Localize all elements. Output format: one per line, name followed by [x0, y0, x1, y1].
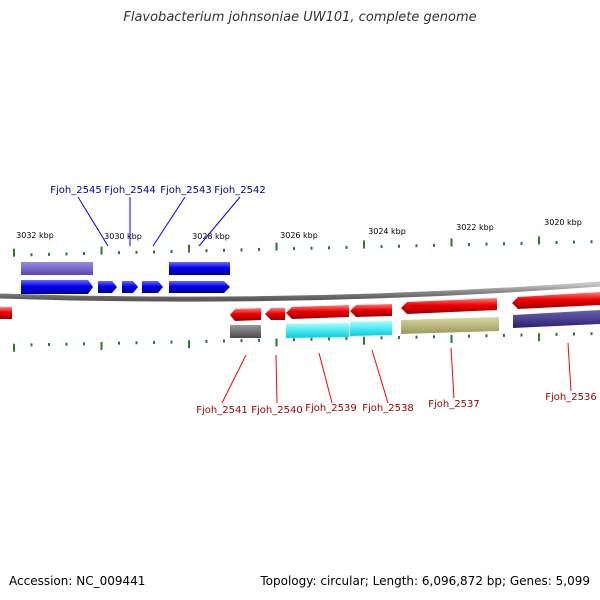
gene-label[interactable]: Fjoh_2539 [305, 403, 356, 414]
map-title: Flavobacterium johnsoniae UW101, complet… [123, 10, 477, 25]
gene-arrow-fjoh-2542[interactable] [142, 281, 163, 293]
scale-label: 3028 kbp [192, 232, 230, 241]
scale-label: 3020 kbp [544, 218, 582, 227]
scale-ticks-forward [13, 236, 593, 257]
gene-arrow-fjoh-2541[interactable] [230, 308, 261, 321]
reverse-genes-track [0, 292, 600, 321]
gene-arrow-fjoh-2545[interactable] [21, 280, 93, 294]
forward-label-leaders [77, 196, 241, 247]
forward-genes-track [21, 280, 230, 294]
scale-label: 3024 kbp [368, 227, 406, 236]
gene-label[interactable]: Fjoh_2537 [428, 399, 479, 410]
gene-arrow-left-edge[interactable] [0, 307, 12, 319]
scale-label: 3032 kbp [16, 231, 54, 240]
gene-arrow-fjoh-2543[interactable] [122, 281, 138, 293]
gene-label[interactable]: Fjoh_2542 [214, 185, 265, 196]
gene-arrow-fjoh-2537[interactable] [401, 298, 497, 314]
gene-label[interactable]: Fjoh_2544 [104, 185, 155, 196]
reverse-label-leaders [221, 342, 572, 404]
gene-arrow-fjoh-2540[interactable] [265, 308, 285, 320]
accession-text: Accession: NC_009441 [9, 574, 146, 588]
scale-labels: 3032 kbp 3030 kbp 3028 kbp 3026 kbp 3024 kbp… [16, 218, 582, 241]
reverse-feature-track [230, 310, 600, 338]
gene-label[interactable]: Fjoh_2541 [196, 405, 247, 416]
gene-label[interactable]: Fjoh_2545 [50, 185, 101, 196]
scale-ticks-reverse [13, 332, 593, 352]
genome-backbone [0, 281, 600, 302]
gene-arrow-fjoh-2539[interactable] [286, 305, 349, 319]
genome-summary: Topology: circular; Length: 6,096,872 bp… [260, 574, 590, 588]
gene-label[interactable]: Fjoh_2536 [545, 392, 596, 403]
forward-feature-track [21, 262, 230, 275]
reverse-gene-labels: Fjoh_2541 Fjoh_2540 Fjoh_2539 Fjoh_2538 … [196, 392, 596, 416]
gene-arrow-extra-forward[interactable] [169, 281, 230, 293]
gene-label[interactable]: Fjoh_2538 [362, 403, 413, 414]
scale-label: 3022 kbp [456, 223, 494, 232]
gene-arrow-fjoh-2538[interactable] [350, 304, 392, 317]
gene-label[interactable]: Fjoh_2543 [160, 185, 211, 196]
forward-gene-labels: Fjoh_2545 Fjoh_2544 Fjoh_2543 Fjoh_2542 [50, 185, 265, 196]
scale-label: 3026 kbp [280, 231, 318, 240]
gene-arrow-fjoh-2536[interactable] [512, 292, 600, 309]
gene-arrow-fjoh-2544[interactable] [98, 281, 117, 293]
scale-label: 3030 kbp [104, 232, 142, 241]
gene-label[interactable]: Fjoh_2540 [251, 405, 302, 416]
